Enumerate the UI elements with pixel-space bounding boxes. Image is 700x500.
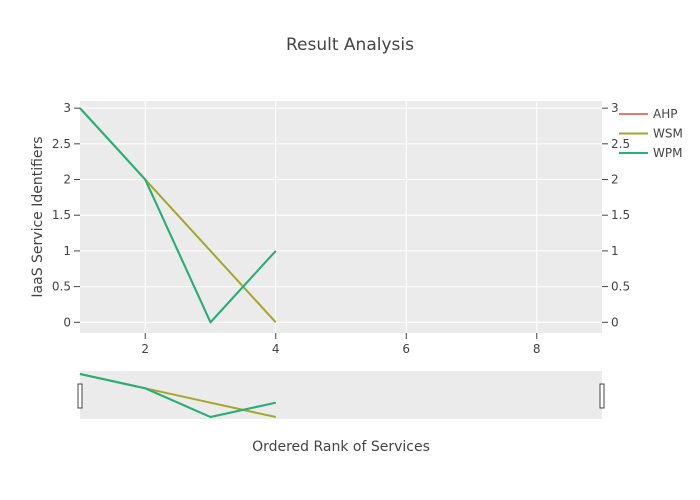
y2-tick-label: 0 (611, 315, 619, 329)
x-tick-label: 8 (533, 342, 541, 356)
series-line-wpm[interactable] (79, 107, 277, 324)
y-tick-label: 2.5 (52, 137, 71, 151)
x-tick-label: 2 (141, 342, 149, 356)
legend-label-wpm[interactable]: WPM (653, 146, 682, 160)
y2-tick-label: 0.5 (611, 280, 630, 294)
y-tick-label: 1.5 (52, 208, 71, 222)
plot-area[interactable] (80, 101, 602, 333)
range-slider-left-handle[interactable] (77, 383, 83, 409)
range-slider[interactable] (80, 371, 602, 419)
legend[interactable]: AHP WSM WPM (619, 107, 683, 160)
y2-tick-label: 3 (611, 101, 619, 115)
chart-title: Result Analysis (286, 35, 414, 55)
y-axis-ticks: 0 0.5 1 1.5 2 2.5 3 (52, 101, 80, 329)
y-tick-label: 1 (63, 244, 71, 258)
x-axis-title: Ordered Rank of Services (252, 439, 430, 455)
x-tick-label: 4 (272, 342, 280, 356)
y2-tick-label: 1.5 (611, 208, 630, 222)
slider-line-wpm (79, 373, 276, 418)
grid-lines (80, 101, 602, 333)
range-slider-lines (79, 373, 276, 418)
legend-label-ahp[interactable]: AHP (653, 107, 677, 121)
y-tick-label: 0.5 (52, 280, 71, 294)
y2-axis-ticks: 0 0.5 1 1.5 2 2.5 3 (602, 101, 630, 329)
x-tick-label: 6 (402, 342, 410, 356)
y-tick-label: 0 (63, 315, 71, 329)
x-axis-ticks: 2 4 6 8 (141, 333, 541, 356)
y2-tick-label: 1 (611, 244, 619, 258)
range-slider-right-handle[interactable] (599, 383, 605, 409)
y-axis-title: IaaS Service Identifiers (30, 136, 46, 297)
series-lines (79, 107, 277, 324)
y-tick-label: 2 (63, 173, 71, 187)
legend-label-wsm[interactable]: WSM (653, 127, 683, 141)
y-tick-label: 3 (63, 101, 71, 115)
y2-tick-label: 2 (611, 173, 619, 187)
y2-tick-label: 2.5 (611, 137, 630, 151)
